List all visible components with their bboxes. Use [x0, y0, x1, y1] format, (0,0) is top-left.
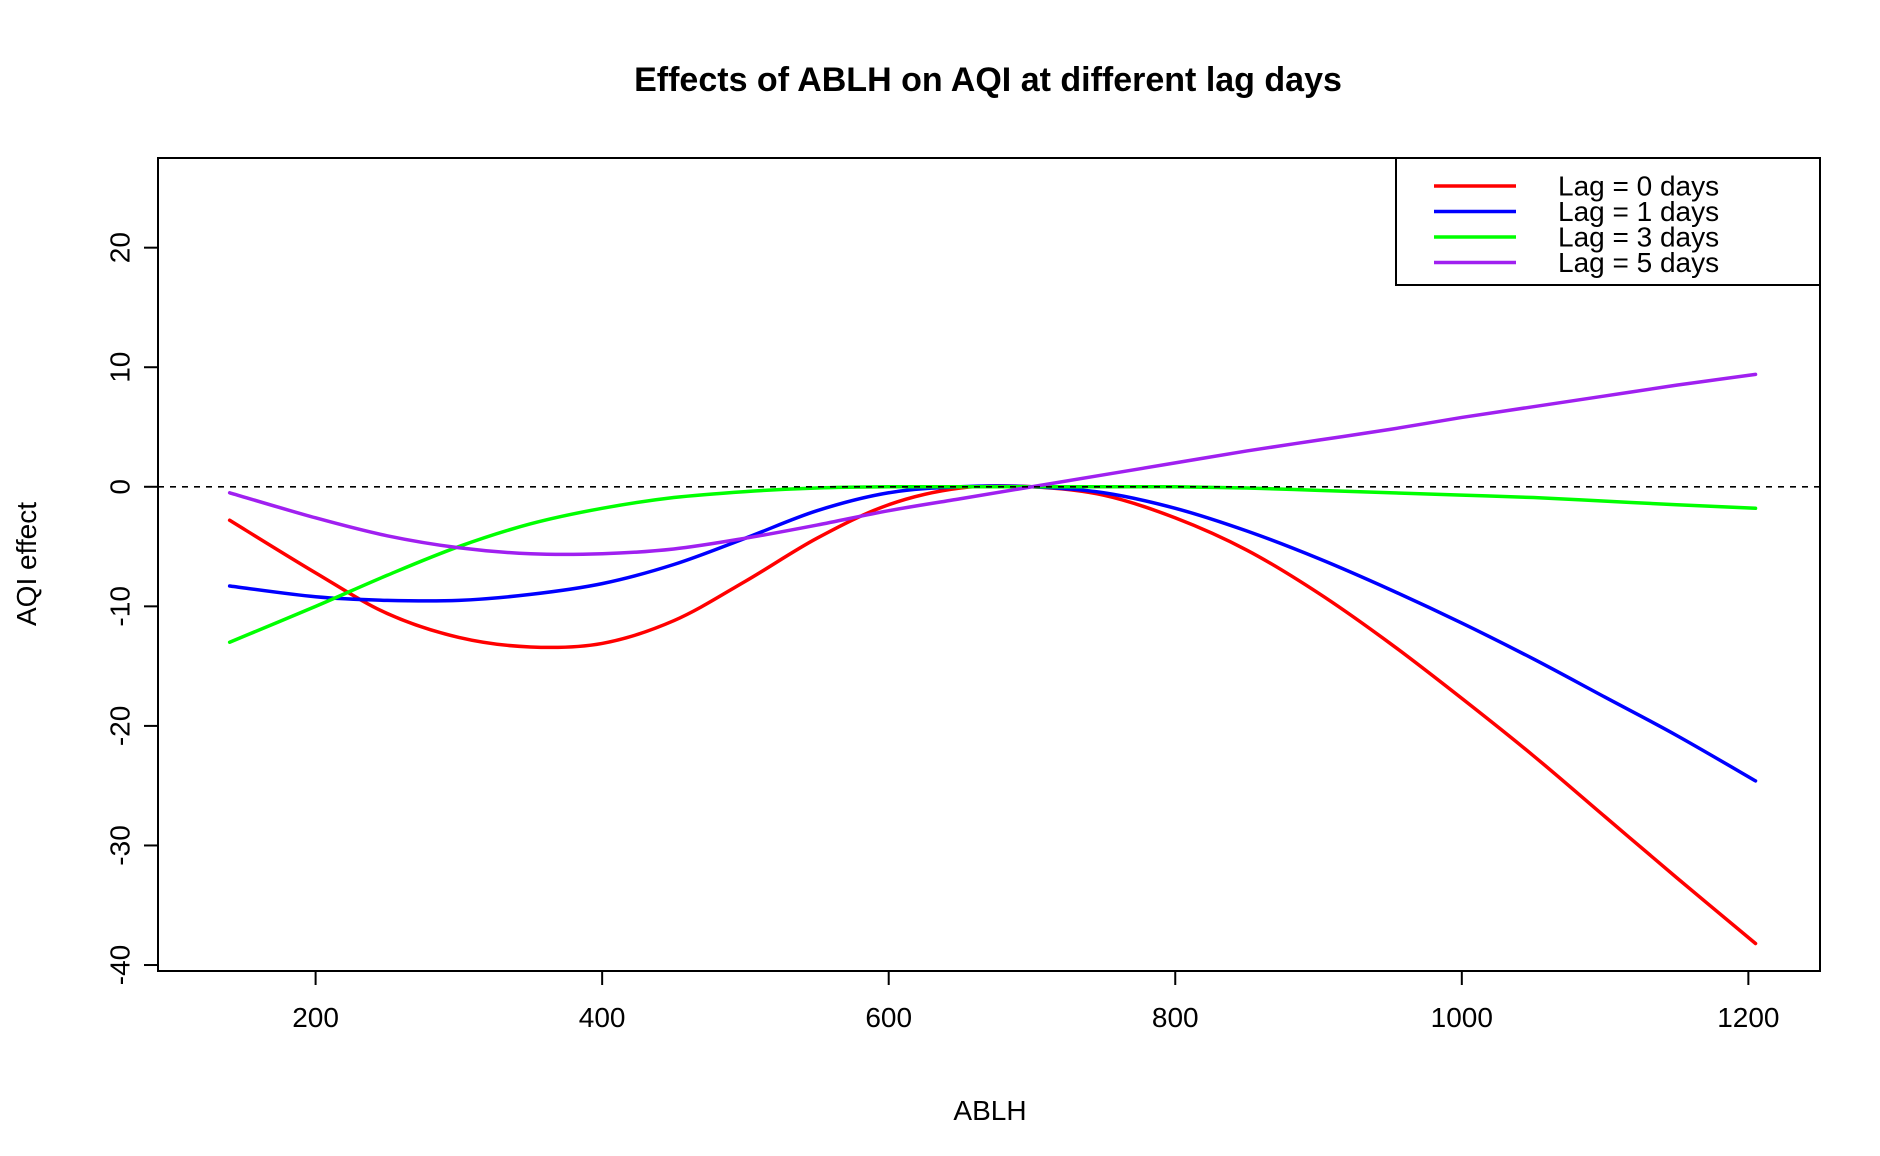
- legend-label: Lag = 1 days: [1558, 196, 1719, 227]
- y-tick-label: 10: [105, 352, 136, 383]
- y-tick-label: -40: [105, 945, 136, 985]
- series-line-3: [227, 484, 1758, 644]
- x-tick-label: 1000: [1431, 1002, 1493, 1033]
- y-tick-label: 20: [105, 232, 136, 263]
- series-line-4: [227, 372, 1758, 557]
- x-axis-label: ABLH: [953, 1095, 1026, 1126]
- chart-title: Effects of ABLH on AQI at different lag …: [634, 61, 1342, 99]
- y-tick-label: -20: [105, 706, 136, 746]
- x-tick-label: 200: [292, 1002, 339, 1033]
- legend-label: Lag = 5 days: [1558, 247, 1719, 278]
- legend-label: Lag = 3 days: [1558, 222, 1719, 253]
- x-tick-label: 600: [865, 1002, 912, 1033]
- y-tick-label: -30: [105, 825, 136, 865]
- x-axis: 200 400 600 800 1000 1200: [292, 970, 1780, 1033]
- x-tick-label: 400: [579, 1002, 626, 1033]
- legend-label: Lag = 0 days: [1558, 171, 1719, 202]
- x-tick-label: 800: [1152, 1002, 1199, 1033]
- series-layer: [227, 372, 1758, 946]
- y-axis: -40 -30 -20 -10 0 10 20: [105, 232, 159, 985]
- y-tick-label: -10: [105, 586, 136, 626]
- y-tick-label: 0: [105, 479, 136, 495]
- y-axis-label: AQI effect: [11, 502, 42, 626]
- x-tick-label: 1200: [1717, 1002, 1779, 1033]
